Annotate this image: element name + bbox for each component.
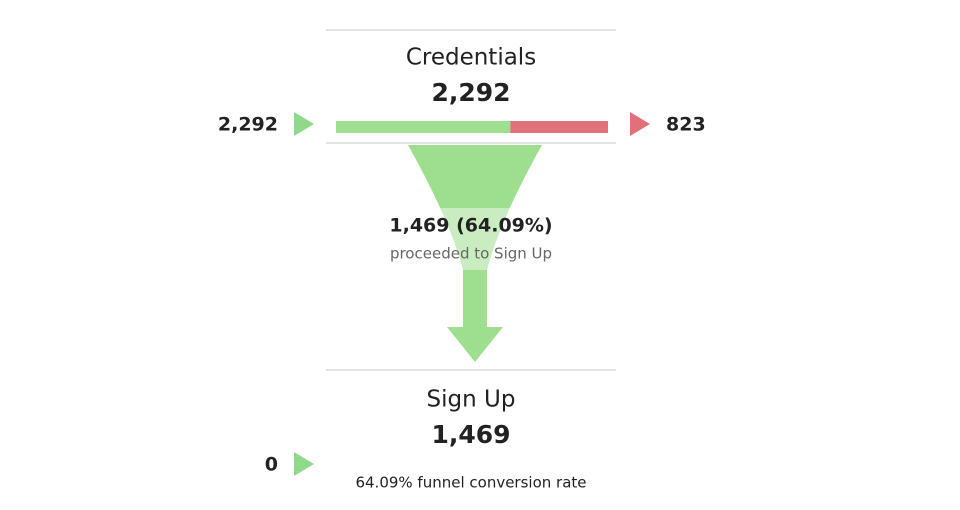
entrances: 0	[265, 454, 278, 476]
entrances: 2,292	[218, 114, 278, 136]
funnel-flow	[408, 145, 542, 362]
conversion-rate: 64.09% funnel conversion rate	[355, 474, 586, 492]
proceeded-bar	[336, 121, 511, 133]
entrance-arrow	[294, 452, 314, 476]
entrance-arrow	[294, 112, 314, 136]
step-name: Credentials	[406, 45, 536, 71]
exit-arrow	[630, 112, 650, 136]
step-total: 1,469	[431, 420, 510, 449]
exit-bar	[510, 121, 608, 133]
proceeded: 1,469 (64.09%)	[389, 215, 552, 237]
step-name: Sign Up	[427, 387, 516, 413]
exits: 823	[666, 114, 706, 136]
step-total: 2,292	[431, 78, 510, 107]
proceeded-caption: proceeded to Sign Up	[390, 245, 552, 263]
label-backdrop	[370, 208, 580, 270]
